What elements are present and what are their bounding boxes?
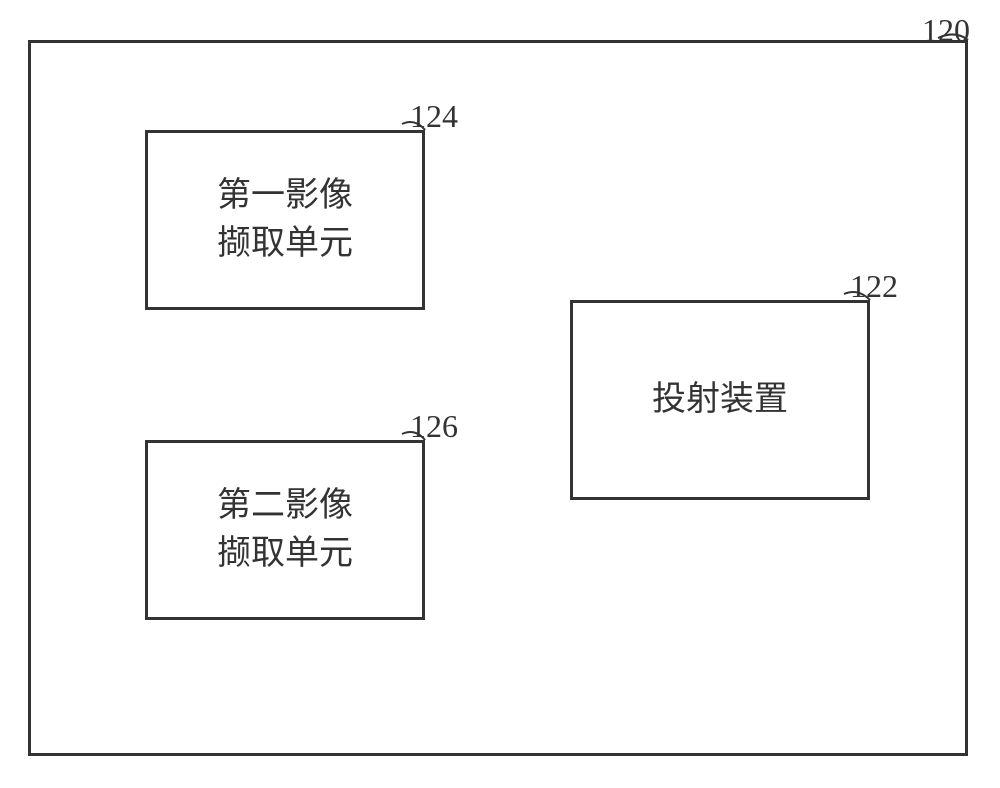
leader-122 <box>844 292 870 300</box>
leader-126 <box>402 432 425 440</box>
leader-120 <box>938 34 968 40</box>
leader-124 <box>402 122 425 130</box>
leader-lines <box>0 0 1000 788</box>
diagram-canvas: 第一影像 撷取单元 第二影像 撷取单元 投射装置 120 124 126 122 <box>0 0 1000 788</box>
